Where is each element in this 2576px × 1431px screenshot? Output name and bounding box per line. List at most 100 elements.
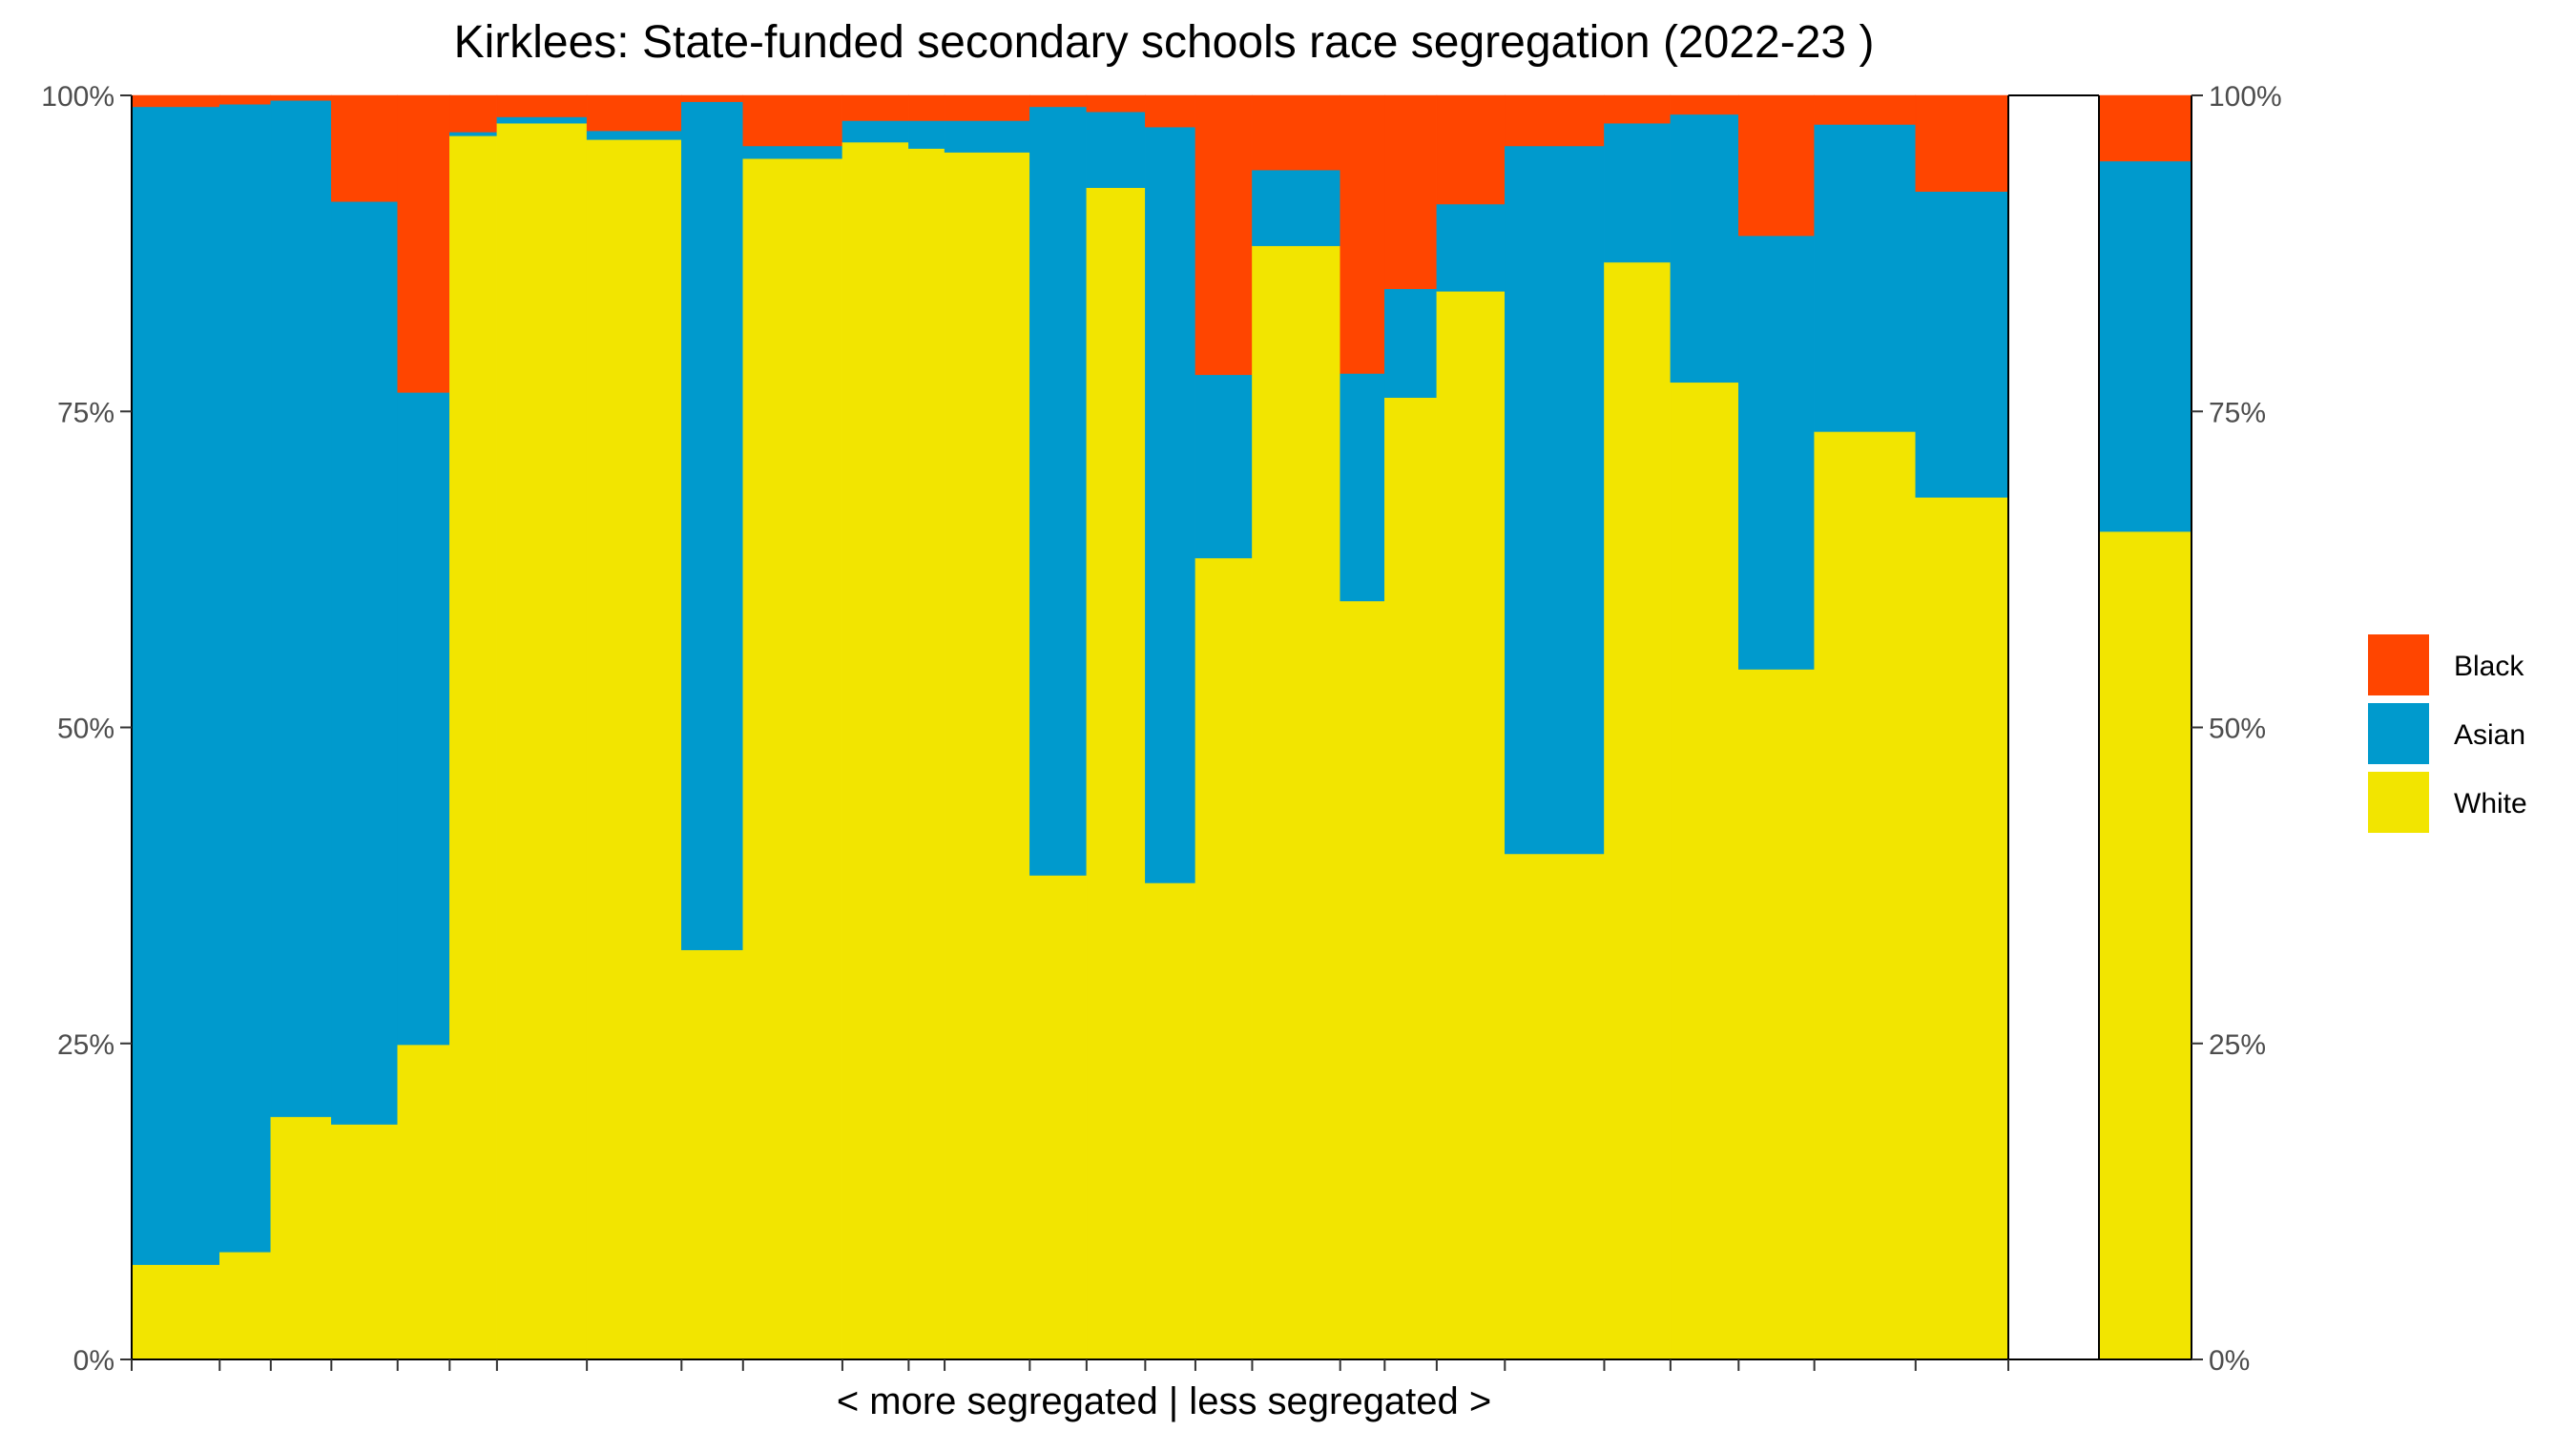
y-tick-label-left: 0% xyxy=(73,1345,114,1377)
bar-segment-white xyxy=(331,1124,398,1360)
bar-segment-white xyxy=(1436,291,1506,1360)
bar-segment-white xyxy=(1505,853,1605,1360)
overall-segment-black xyxy=(2098,94,2192,162)
bar-segment-white xyxy=(1195,557,1253,1360)
bar-segment-asian xyxy=(586,130,682,140)
bar-segment-asian xyxy=(397,392,450,1046)
bar-segment-asian xyxy=(331,201,398,1125)
bar-segment-white xyxy=(742,158,843,1360)
bar-segment-white xyxy=(1252,245,1340,1360)
bar-segment-black xyxy=(1915,94,2009,192)
bar-segment-asian xyxy=(1814,124,1917,432)
bar-segment-black xyxy=(131,94,220,108)
y-tick-label-left: 25% xyxy=(57,1029,114,1061)
legend-swatch-black xyxy=(2368,634,2429,695)
bar-segment-black xyxy=(1195,94,1253,376)
y-tick-label-right: 50% xyxy=(2209,714,2266,745)
bar-segment-asian xyxy=(1195,374,1253,559)
bar-segment-black xyxy=(1604,94,1672,124)
bar-segment-white xyxy=(1029,875,1088,1360)
y-tick-label-right: 0% xyxy=(2209,1345,2250,1377)
bars-group xyxy=(131,94,2009,1360)
bar-segment-black xyxy=(270,94,332,101)
x-axis-label: < more segregated | less segregated > xyxy=(837,1380,1491,1422)
bar-segment-asian xyxy=(908,120,945,149)
bar-segment-white xyxy=(908,148,945,1360)
bar-segment-asian xyxy=(1145,126,1196,883)
y-tick-label-left: 100% xyxy=(41,81,114,113)
bar-segment-black xyxy=(1814,94,1917,125)
bar-segment-white xyxy=(1086,187,1146,1360)
bar-segment-asian xyxy=(1340,373,1385,602)
bar-segment-white xyxy=(397,1044,450,1360)
bar-segment-white xyxy=(681,949,744,1360)
bar-segment-asian xyxy=(681,101,744,950)
bar-segment-black xyxy=(1086,94,1146,113)
overall-bar-group xyxy=(2098,94,2192,1360)
bar-segment-black xyxy=(219,94,272,105)
bar-segment-asian xyxy=(944,120,1030,153)
bar-segment-black xyxy=(397,94,450,393)
bar-segment-asian xyxy=(1252,169,1340,246)
bar-segment-white xyxy=(449,135,498,1360)
bar-segment-black xyxy=(742,94,843,147)
bar-segment-white xyxy=(219,1252,272,1360)
bar-segment-asian xyxy=(1029,106,1088,876)
bar-segment-black xyxy=(1252,94,1340,171)
bar-segment-black xyxy=(1384,94,1438,289)
bar-segment-white xyxy=(586,139,682,1360)
bar-segment-white xyxy=(1145,882,1196,1360)
overall-segment-white xyxy=(2098,530,2192,1360)
y-tick-label-left: 75% xyxy=(57,397,114,428)
bar-segment-asian xyxy=(742,145,843,159)
bar-segment-asian xyxy=(841,120,909,143)
bar-segment-black xyxy=(1029,94,1088,108)
legend: Black Asian White xyxy=(2368,634,2527,833)
bar-segment-white xyxy=(1738,669,1815,1360)
bar-segment-asian xyxy=(219,104,272,1253)
legend-label-white: White xyxy=(2454,788,2527,819)
bar-segment-black xyxy=(841,94,909,121)
bar-segment-white xyxy=(841,141,909,1360)
bar-segment-white xyxy=(1670,382,1739,1360)
bar-segment-white xyxy=(1814,431,1917,1360)
overall-segment-asian xyxy=(2098,160,2192,532)
bar-segment-asian xyxy=(1384,288,1438,398)
legend-swatch-asian xyxy=(2368,703,2429,764)
bar-segment-white xyxy=(1340,600,1385,1360)
bar-segment-black xyxy=(331,94,398,202)
bar-segment-asian xyxy=(449,132,498,136)
bar-segment-white xyxy=(1915,497,2009,1360)
bar-segment-black xyxy=(496,94,588,117)
bar-segment-black xyxy=(1436,94,1506,205)
bar-segment-black xyxy=(1505,94,1605,147)
bar-segment-black xyxy=(1738,94,1815,237)
bar-segment-white xyxy=(944,152,1030,1360)
bar-segment-asian xyxy=(1436,203,1506,292)
legend-swatch-white xyxy=(2368,772,2429,833)
y-tick-label-right: 75% xyxy=(2209,397,2266,428)
axes-group: 0% 0% 25% 25% 50% 50% 75% 75% 100% 100% xyxy=(41,81,2281,1377)
bar-segment-white xyxy=(1604,261,1672,1360)
bar-segment-white xyxy=(496,122,588,1360)
bar-segment-black xyxy=(908,94,945,121)
y-tick-label-right: 100% xyxy=(2209,81,2282,113)
chart-title: Kirklees: State-funded secondary schools… xyxy=(454,17,1875,68)
bar-segment-white xyxy=(131,1264,220,1360)
bar-segment-asian xyxy=(496,116,588,124)
y-tick-label-right: 25% xyxy=(2209,1029,2266,1061)
bar-segment-asian xyxy=(1915,191,2009,498)
bar-segment-asian xyxy=(131,106,220,1265)
bar-segment-asian xyxy=(1086,111,1146,188)
bar-segment-asian xyxy=(1505,145,1605,855)
bar-segment-asian xyxy=(1604,122,1672,263)
bar-segment-white xyxy=(1384,397,1438,1360)
bar-segment-black xyxy=(1340,94,1385,374)
bar-segment-black xyxy=(449,94,498,133)
bar-segment-asian xyxy=(1670,114,1739,384)
bar-segment-black xyxy=(1145,94,1196,128)
bar-segment-black xyxy=(1670,94,1739,115)
legend-label-asian: Asian xyxy=(2454,719,2525,751)
bar-segment-black xyxy=(681,94,744,102)
